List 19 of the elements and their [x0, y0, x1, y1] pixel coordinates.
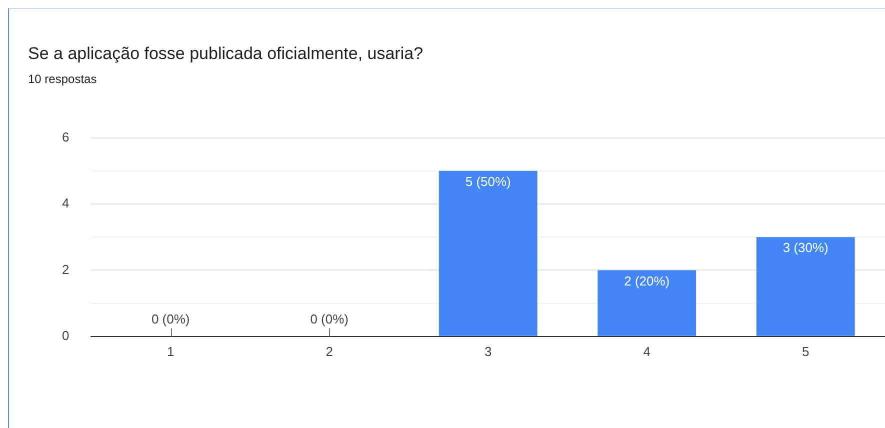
x-tick-label: 2 — [326, 344, 333, 359]
x-tick-label: 4 — [643, 344, 650, 359]
chart-title: Se a aplicação fosse publicada oficialmente, usaria? — [28, 44, 424, 64]
x-tick-label: 5 — [802, 344, 810, 359]
data-label: 0 (0%) — [310, 311, 349, 326]
y-tick-label: 6 — [62, 129, 70, 144]
data-label: 2 (20%) — [624, 273, 670, 288]
data-label: 5 (50%) — [465, 174, 511, 189]
y-tick-label: 0 — [62, 328, 70, 343]
data-label: 3 (30%) — [782, 240, 828, 256]
y-tick-label: 4 — [62, 196, 70, 211]
bar — [438, 170, 538, 336]
x-tick-label: 3 — [484, 344, 492, 359]
y-tick-label: 2 — [62, 262, 70, 277]
x-tick-label: 1 — [166, 344, 174, 359]
chart-subtitle: 10 respostas — [28, 72, 97, 86]
bar — [598, 270, 696, 336]
bar — [756, 237, 855, 336]
data-label: 0 (0%) — [151, 311, 190, 326]
